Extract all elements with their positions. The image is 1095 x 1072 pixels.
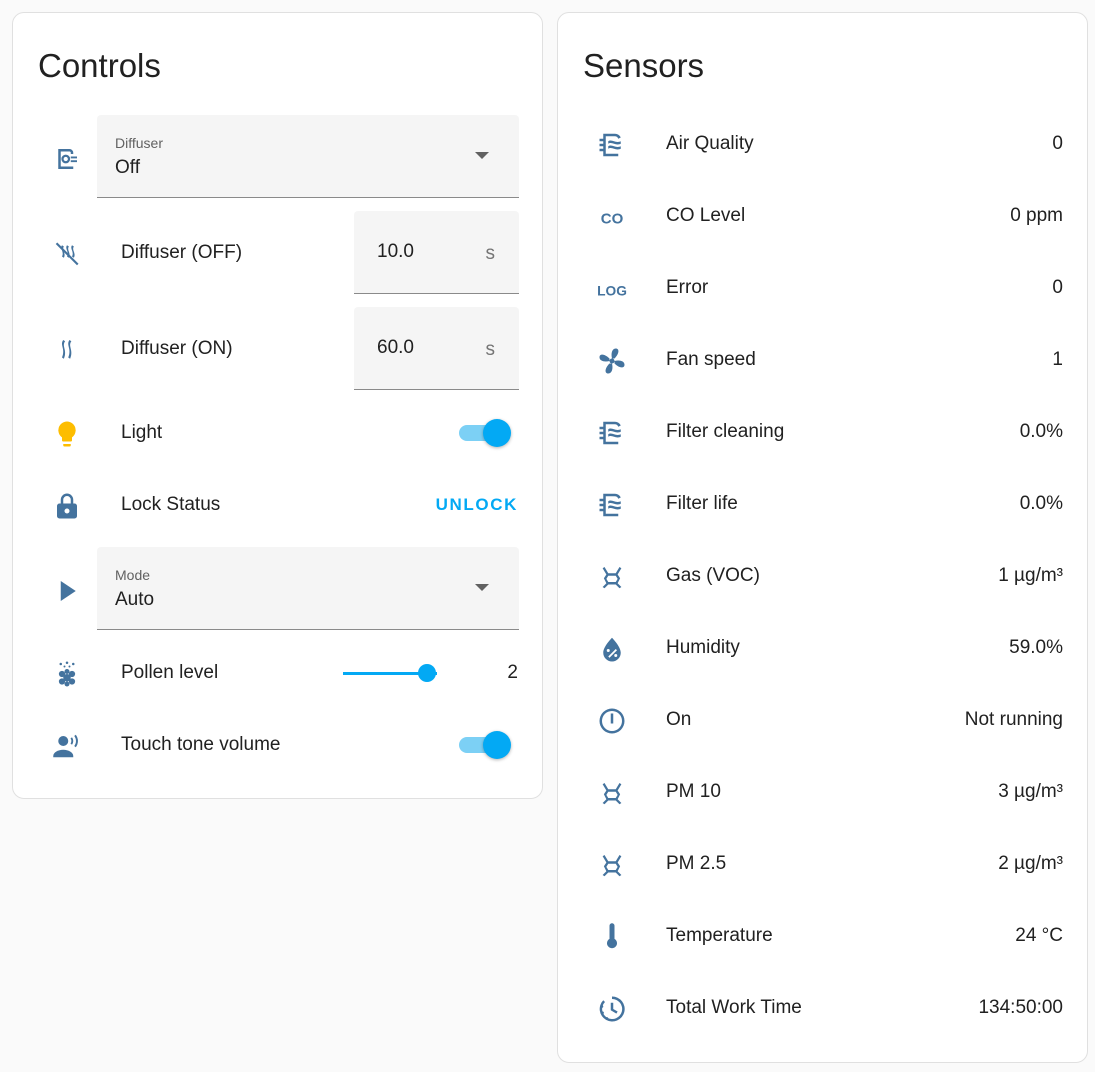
input-value: 60.0: [377, 337, 414, 358]
select-label: Diffuser: [115, 135, 163, 151]
pollen-level-label: Pollen level: [121, 662, 219, 683]
sensor-label: Filter cleaning: [666, 421, 785, 442]
pollen-value: 2: [507, 662, 518, 683]
lightbulb-icon: [52, 419, 82, 449]
scent-off-icon: [52, 239, 82, 269]
touch-tone-label: Touch tone volume: [121, 734, 281, 755]
sensor-label: Humidity: [666, 637, 740, 658]
card-title: Sensors: [583, 47, 705, 84]
air-filter-icon: [597, 418, 627, 448]
lock-icon: [52, 491, 82, 521]
diffuser-off-label: Diffuser (OFF): [121, 242, 243, 263]
mode-select[interactable]: Mode Auto: [97, 547, 519, 630]
sensor-label: Gas (VOC): [666, 565, 760, 586]
sensor-value: Not running: [964, 709, 1063, 730]
scent-icon: [52, 335, 82, 365]
molecule-icon: [597, 778, 627, 808]
light-toggle[interactable]: [457, 419, 513, 447]
play-icon: [52, 576, 82, 606]
sensor-value: 2 µg/m³: [998, 853, 1063, 874]
fan-icon: [597, 346, 627, 376]
molecule-icon: [597, 850, 627, 880]
sensor-value: 0: [1052, 133, 1063, 154]
thermometer-icon: [597, 922, 627, 952]
select-value: Off: [115, 157, 140, 178]
sensor-value: 0.0%: [1019, 493, 1063, 514]
card-title: Controls: [38, 47, 161, 84]
light-label: Light: [121, 422, 163, 443]
sensor-label: Temperature: [666, 925, 773, 946]
select-label: Mode: [115, 567, 151, 583]
flower-pollen-icon: [52, 659, 82, 689]
sensor-label: Total Work Time: [666, 997, 802, 1018]
pollen-slider-handle[interactable]: [418, 664, 436, 682]
sensor-label: PM 2.5: [666, 853, 727, 874]
pollen-slider-track[interactable]: [343, 672, 437, 675]
touch-tone-toggle[interactable]: [457, 731, 513, 759]
diffuser-on-label: Diffuser (ON): [121, 338, 233, 359]
controls-card: Controls Diffuser Off Diffuser (OFF) 10.…: [12, 12, 543, 799]
air-filter-icon: [597, 490, 627, 520]
sensor-value: 134:50:00: [978, 997, 1063, 1018]
sensor-label: CO Level: [666, 205, 746, 226]
sensor-label: PM 10: [666, 781, 721, 802]
water-percent-icon: [597, 634, 627, 664]
select-value: Auto: [115, 589, 155, 610]
svg-text:LOG: LOG: [597, 283, 627, 298]
dropdown-arrow-icon: [475, 584, 489, 591]
sensor-value: 0: [1052, 277, 1063, 298]
sensor-value: 24 °C: [1015, 925, 1063, 946]
diffuser-off-input[interactable]: 10.0 s: [354, 211, 519, 294]
air-filter-icon: [597, 130, 627, 160]
sensor-label: Air Quality: [666, 133, 754, 154]
sensors-card: Sensors Air Quality 0 CO CO Level 0 ppm …: [557, 12, 1088, 1063]
sensor-label: Fan speed: [666, 349, 756, 370]
sensor-label: On: [666, 709, 692, 730]
input-unit: s: [485, 339, 496, 360]
unlock-button[interactable]: UNLOCK: [435, 495, 518, 514]
diffuser-icon: [52, 144, 82, 174]
power-icon: [597, 706, 627, 736]
lock-status-label: Lock Status: [121, 494, 221, 515]
sensor-value: 59.0%: [1009, 637, 1063, 658]
input-unit: s: [485, 243, 496, 264]
molecule-co-icon: CO: [597, 202, 627, 232]
sensor-value: 1 µg/m³: [998, 565, 1063, 586]
input-value: 10.0: [377, 241, 414, 262]
sensor-value: 3 µg/m³: [998, 781, 1063, 802]
account-voice-icon: [52, 731, 82, 761]
molecule-icon: [597, 562, 627, 592]
math-log-icon: LOG: [597, 274, 627, 304]
sensor-value: 0.0%: [1019, 421, 1063, 442]
diffuser-select[interactable]: Diffuser Off: [97, 115, 519, 198]
svg-text:CO: CO: [601, 210, 624, 227]
dropdown-arrow-icon: [475, 152, 489, 159]
sensor-value: 1: [1052, 349, 1063, 370]
diffuser-on-input[interactable]: 60.0 s: [354, 307, 519, 390]
sensor-label: Filter life: [666, 493, 738, 514]
clock-icon: [597, 994, 627, 1024]
sensor-value: 0 ppm: [1010, 205, 1063, 226]
sensor-label: Error: [666, 277, 709, 298]
